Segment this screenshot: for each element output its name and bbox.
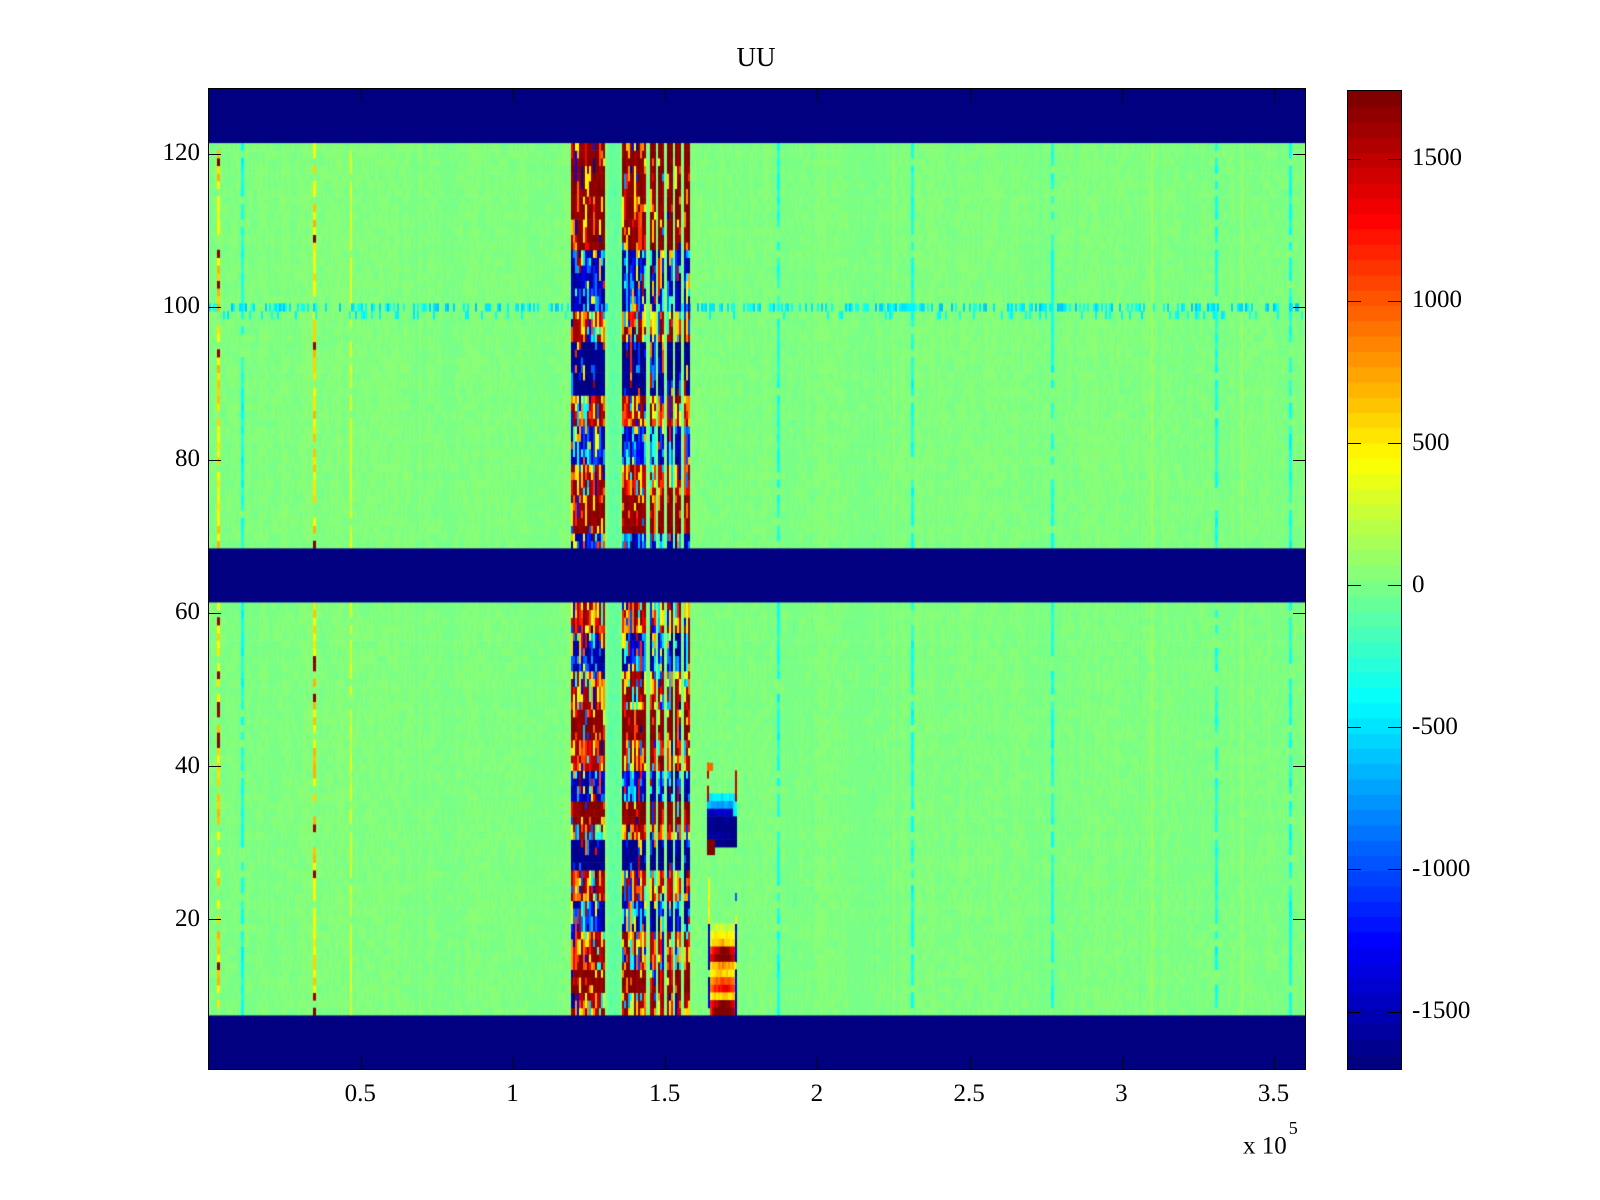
x-axis-tick xyxy=(969,1057,971,1069)
heatmap-plot-area xyxy=(208,88,1306,1070)
y-axis-right-tick xyxy=(1293,612,1305,614)
y-axis-tick-label: 40 xyxy=(175,751,200,779)
colorbar-tick xyxy=(1348,300,1361,302)
colorbar-tick xyxy=(1348,158,1361,160)
x-axis-tick xyxy=(1274,1057,1276,1069)
colorbar-tick-label: -500 xyxy=(1412,712,1458,740)
colorbar-right-tick xyxy=(1388,443,1401,445)
colorbar-tick-label: -1000 xyxy=(1412,854,1471,882)
colorbar-tick-label: -1500 xyxy=(1412,997,1471,1025)
heatmap-canvas xyxy=(209,89,1305,1069)
colorbar-tick xyxy=(1348,443,1361,445)
y-axis-right-tick xyxy=(1293,153,1305,155)
y-axis-right-tick xyxy=(1293,459,1305,461)
x-axis-tick-label: 3.5 xyxy=(1257,1080,1290,1107)
colorbar-right-tick xyxy=(1388,869,1401,871)
colorbar-canvas xyxy=(1348,91,1401,1069)
x-axis-tick xyxy=(360,1057,362,1069)
colorbar-right-tick xyxy=(1388,1011,1401,1013)
colorbar-right-tick xyxy=(1388,585,1401,587)
x-axis-top-tick xyxy=(360,89,362,101)
x-axis-tick xyxy=(817,1057,819,1069)
colorbar-tick-label: 1000 xyxy=(1412,286,1462,314)
y-axis-tick xyxy=(209,766,221,768)
x-axis-tick-label: 0.5 xyxy=(344,1080,376,1107)
colorbar-tick xyxy=(1348,1011,1361,1013)
plot-title: UU xyxy=(736,42,776,72)
x-axis-tick-label: 1.5 xyxy=(649,1080,681,1107)
y-axis-tick-label: 60 xyxy=(175,598,200,626)
x-axis-top-tick xyxy=(665,89,667,101)
y-axis-tick xyxy=(209,919,221,921)
y-axis-tick-label: 100 xyxy=(162,292,201,320)
colorbar-tick xyxy=(1348,869,1361,871)
x-axis-top-tick xyxy=(969,89,971,101)
colorbar-right-tick xyxy=(1388,727,1401,729)
x-axis-tick-label: 1 xyxy=(506,1080,519,1107)
x-axis-exponent-power: 5 xyxy=(1288,1118,1298,1138)
y-axis-right-tick xyxy=(1293,306,1305,308)
colorbar xyxy=(1347,90,1402,1070)
x-axis-tick xyxy=(512,1057,514,1069)
x-axis-top-tick xyxy=(1121,89,1123,101)
y-axis-right-tick xyxy=(1293,919,1305,921)
y-axis-right-tick xyxy=(1293,766,1305,768)
y-axis-tick xyxy=(209,459,221,461)
colorbar-tick-label: 1500 xyxy=(1412,144,1462,172)
x-axis-top-tick xyxy=(512,89,514,101)
y-axis-tick-label: 80 xyxy=(175,445,200,473)
x-axis-top-tick xyxy=(1274,89,1276,101)
x-axis-exponent-label: x 105 xyxy=(1243,1118,1298,1160)
y-axis-tick xyxy=(209,153,221,155)
x-axis-top-tick xyxy=(817,89,819,101)
colorbar-tick-label: 0 xyxy=(1412,570,1425,598)
y-axis-tick-label: 20 xyxy=(175,904,200,932)
colorbar-right-tick xyxy=(1388,158,1401,160)
colorbar-right-tick xyxy=(1388,300,1401,302)
x-axis-tick-label: 2 xyxy=(810,1080,824,1107)
colorbar-tick-label: 500 xyxy=(1412,428,1450,456)
x-axis-tick-label: 3 xyxy=(1115,1080,1128,1107)
x-axis-tick xyxy=(665,1057,667,1069)
x-axis-tick-label: 2.5 xyxy=(953,1080,985,1107)
y-axis-tick xyxy=(209,612,221,614)
colorbar-tick xyxy=(1348,727,1361,729)
x-axis-exponent-base: x 10 xyxy=(1243,1132,1287,1160)
y-axis-tick-label: 120 xyxy=(162,139,201,167)
x-axis-tick xyxy=(1121,1057,1123,1069)
colorbar-tick xyxy=(1348,585,1361,587)
y-axis-tick xyxy=(209,306,221,308)
